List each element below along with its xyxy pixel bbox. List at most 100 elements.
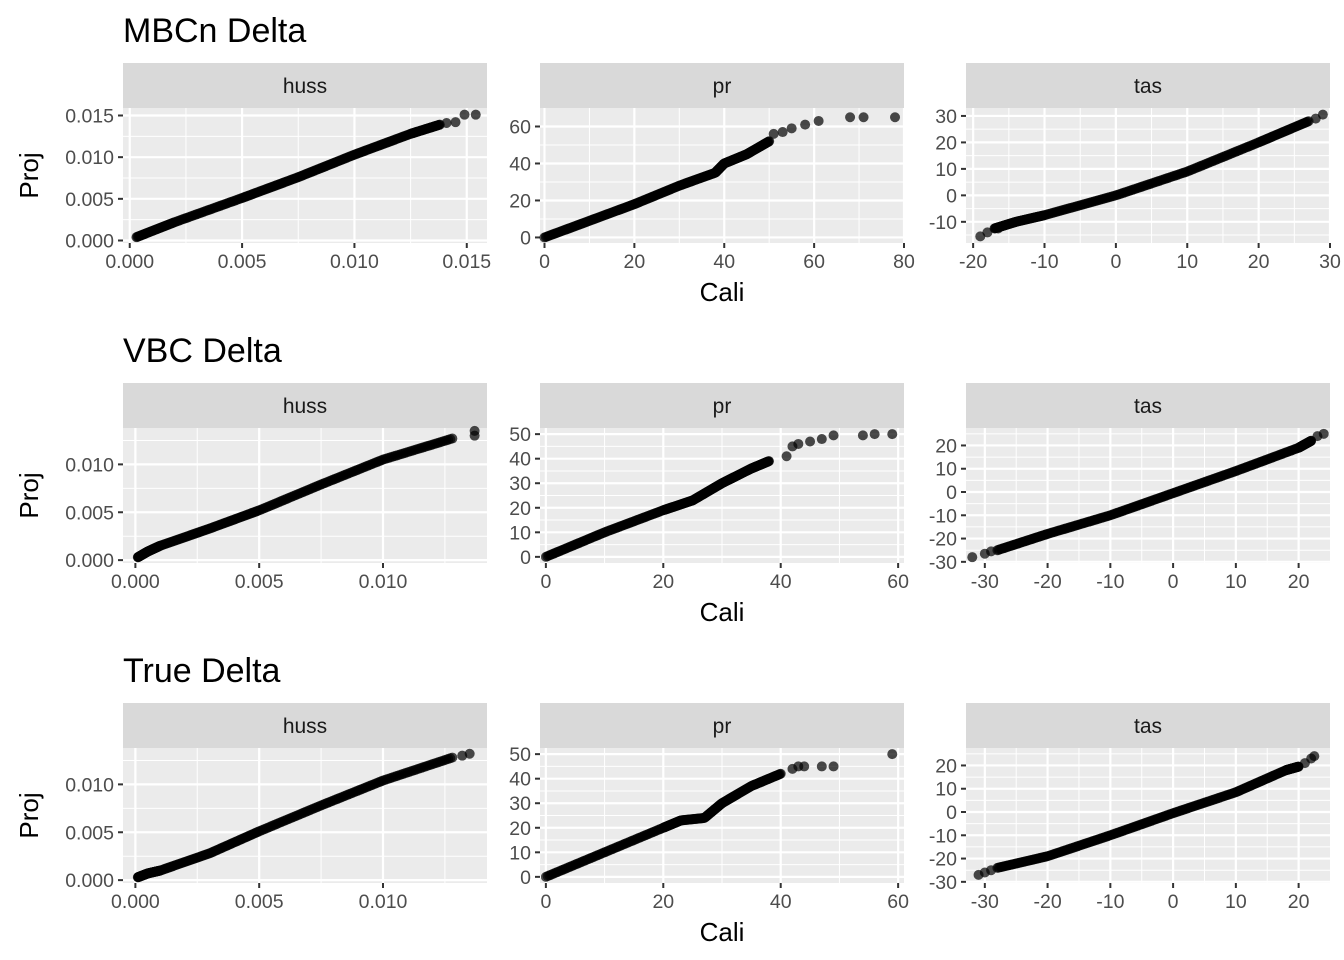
x-axis-title: Cali [700, 917, 745, 947]
x-tick-label: 0.005 [235, 891, 284, 913]
x-axis-title: Cali [700, 597, 745, 627]
y-tick-label: 0.010 [65, 454, 114, 476]
facet-strip [966, 383, 1330, 428]
data-point [793, 438, 804, 449]
chart-title: VBC Delta [123, 332, 282, 370]
y-tick-label: -20 [929, 529, 957, 551]
x-tick-label: 40 [770, 891, 792, 913]
data-point [441, 118, 452, 128]
data-point [764, 136, 775, 147]
data-point [813, 115, 824, 126]
facet-strip [123, 63, 487, 108]
y-tick-label: 10 [509, 522, 531, 544]
facet-panel-huss: huss 0.000 0.005 0.010 0.015 0.000 0.005 0.010 0… [65, 63, 491, 273]
y-tick-label: 0 [946, 482, 957, 504]
x-tick-label: 0 [540, 891, 551, 913]
data-point [799, 761, 810, 772]
data-point [1309, 751, 1320, 762]
x-tick-label: 0.005 [235, 571, 284, 593]
x-tick-label: 60 [803, 251, 825, 273]
y-tick-label: 30 [509, 793, 531, 815]
facet-strip [966, 63, 1330, 108]
y-tick-label: 30 [509, 473, 531, 495]
x-tick-label: 0.010 [359, 891, 408, 913]
data-points [540, 749, 898, 882]
x-axis-title: Cali [700, 277, 745, 307]
y-tick-label: 10 [509, 842, 531, 864]
y-axis-title: Proj [14, 152, 44, 198]
y-tick-label: 40 [509, 769, 531, 791]
data-points [132, 425, 480, 563]
data-point [469, 430, 480, 441]
facet-strip-label: huss [283, 395, 327, 418]
x-tick-label: 0 [1168, 891, 1179, 913]
data-point [816, 761, 827, 772]
x-tick-label: 0.005 [218, 251, 267, 273]
data-point [816, 434, 827, 445]
y-tick-label: 0.000 [65, 870, 114, 892]
data-point [828, 761, 839, 772]
y-tick-label: 0 [946, 802, 957, 824]
y-tick-label: -30 [929, 552, 957, 574]
data-point [828, 430, 839, 441]
facet-strip [123, 703, 487, 748]
y-tick-label: 0.015 [65, 106, 114, 128]
y-tick-label: 0.005 [65, 189, 114, 211]
y-tick-label: 0.010 [65, 774, 114, 796]
data-points [539, 112, 901, 243]
chart-title: True Delta [123, 652, 281, 690]
y-tick-label: 0.005 [65, 822, 114, 844]
data-point [470, 109, 481, 120]
data-point [447, 433, 458, 444]
y-tick-label: 0 [946, 185, 957, 207]
y-tick-label: 60 [509, 116, 531, 138]
x-tick-label: 10 [1225, 571, 1247, 593]
x-tick-label: 60 [887, 571, 909, 593]
data-points [540, 429, 898, 562]
x-tick-label: 40 [713, 251, 735, 273]
facet-strip-label: pr [713, 715, 732, 738]
data-point [800, 119, 811, 130]
x-tick-label: -20 [1033, 571, 1061, 593]
x-tick-label: 0.010 [359, 571, 408, 593]
y-tick-label: 0 [520, 547, 531, 569]
data-points [973, 751, 1320, 880]
y-tick-label: 0 [520, 867, 531, 889]
y-tick-label: 30 [935, 106, 957, 128]
facet-strip-label: pr [713, 395, 732, 418]
y-tick-label: 20 [509, 498, 531, 520]
y-tick-label: -10 [929, 505, 957, 527]
x-tick-label: -20 [959, 251, 987, 273]
facet-strip [540, 383, 904, 428]
facet-strip-label: tas [1134, 715, 1162, 738]
x-tick-label: 20 [652, 891, 674, 913]
y-tick-label: 10 [935, 459, 957, 481]
y-tick-label: 10 [935, 779, 957, 801]
data-point [890, 112, 901, 123]
data-points [132, 748, 475, 883]
y-axis-title: Proj [14, 792, 44, 838]
y-tick-label: 50 [509, 424, 531, 446]
facet-strip-label: huss [283, 75, 327, 98]
x-tick-label: -20 [1033, 891, 1061, 913]
y-tick-label: 20 [509, 190, 531, 212]
data-point [857, 430, 868, 441]
y-axis-title: Proj [14, 472, 44, 518]
facet-panel-huss: huss 0.000 0.005 0.010 0.000 0.005 0.010 [65, 383, 487, 593]
data-point [845, 112, 856, 123]
data-point [459, 109, 470, 120]
x-tick-label: -30 [971, 571, 999, 593]
y-tick-label: 0.010 [65, 147, 114, 169]
x-tick-label: 20 [1288, 891, 1310, 913]
y-tick-label: 0.000 [65, 231, 114, 253]
x-tick-label: -10 [1030, 251, 1058, 273]
data-point [450, 117, 461, 128]
data-point [775, 768, 786, 779]
x-tick-label: -10 [1096, 891, 1124, 913]
x-tick-label: 0.000 [105, 251, 154, 273]
x-tick-label: 30 [1319, 251, 1341, 273]
y-tick-label: 20 [935, 755, 957, 777]
data-point [967, 552, 978, 563]
x-tick-label: 20 [624, 251, 646, 273]
